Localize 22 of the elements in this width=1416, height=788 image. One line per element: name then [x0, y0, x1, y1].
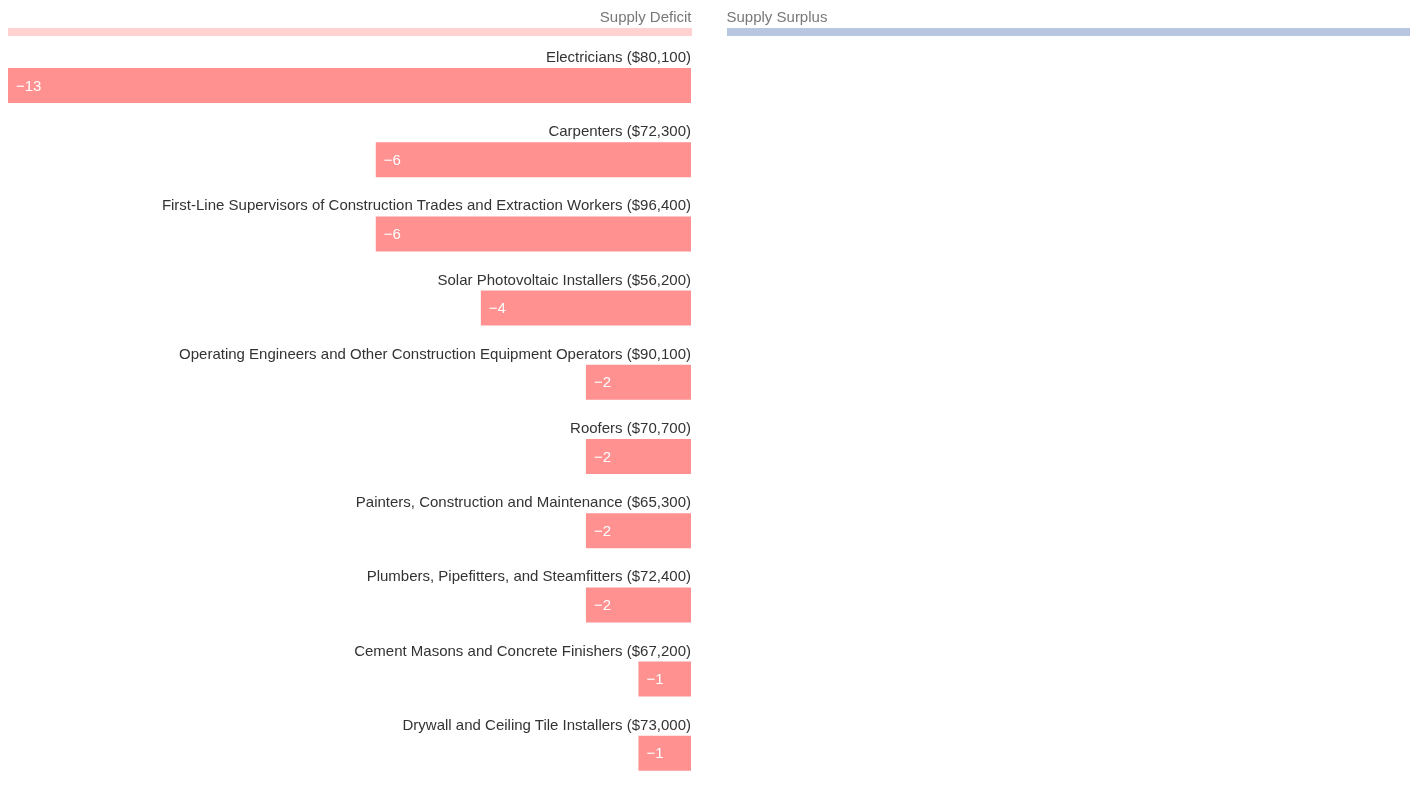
- data-label: −2: [593, 595, 612, 613]
- data-label: −1: [646, 670, 664, 688]
- y-tick-label: Carpenters ($72,300): [548, 122, 691, 140]
- data-label: −6: [383, 224, 401, 242]
- data-label: −2: [593, 447, 612, 465]
- data-label: −2: [593, 521, 612, 539]
- y-tick-label: Drywall and Ceiling Tile Installers ($73,000): [402, 715, 691, 733]
- data-label: −1: [646, 744, 664, 762]
- y-tick-label: Roofers ($70,700): [570, 419, 691, 436]
- y-tick-label: Plumbers, Pipefitters, and Steamfitters ($72,400): [366, 567, 691, 585]
- data-label: −4: [488, 299, 506, 317]
- data-label: −2: [593, 373, 612, 391]
- y-tick-label: Solar Photovoltaic Installers ($56,200): [437, 270, 691, 288]
- y-tick-label: First-Line Supervisors of Construction Trades and Extraction Workers ($96,400): [161, 196, 691, 214]
- y-tick-label: Cement Masons and Concrete Finishers ($67,200): [354, 641, 691, 659]
- text: Supply Deficit: [598, 8, 692, 26]
- text: Supply Surplus: [726, 8, 829, 26]
- data-label: −6: [383, 150, 401, 168]
- y-tick-label: Operating Engineers and Other Construction Equipment Operators ($90,100): [179, 344, 691, 362]
- y-tick-label: Electricians ($80,100): [545, 48, 691, 65]
- y-tick-label: Painters, Construction and Maintenance ($65,300): [355, 493, 691, 511]
- data-label: −13: [16, 76, 42, 94]
